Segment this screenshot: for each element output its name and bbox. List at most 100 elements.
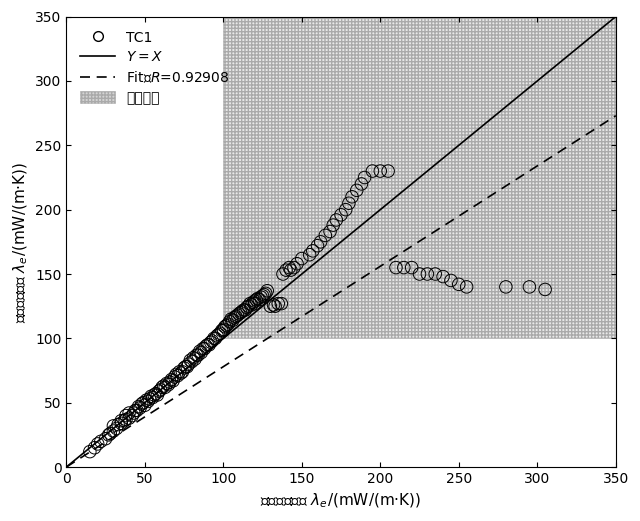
Point [108,427,118,435]
Point [174,368,184,376]
Point [250,297,260,305]
Point [131,406,141,415]
Point [96,437,106,445]
Point [344,199,354,207]
Point [276,300,287,308]
Point [149,391,159,399]
Point [281,266,291,275]
Point [438,272,448,281]
Point [201,342,211,350]
Point [242,303,252,312]
Point [185,356,195,364]
Point [205,338,216,346]
Point [168,377,178,385]
Point [177,368,188,376]
Point [138,399,148,407]
Point [415,270,425,278]
Point [285,266,296,275]
Point [243,302,253,311]
Point [209,334,219,342]
Point [308,246,318,255]
Point [143,398,153,406]
Point [347,193,357,201]
Point [259,290,269,299]
Point [180,363,191,371]
Point [237,307,247,316]
Point [176,369,186,377]
Point [193,351,204,359]
Point [430,270,440,278]
Point [231,312,241,320]
Point [108,421,118,430]
Point [375,167,385,175]
Point [223,320,233,328]
Point [214,330,224,339]
Point [292,259,302,268]
Point [121,415,131,424]
Point [202,341,212,349]
Point [140,401,150,410]
Point [297,254,307,263]
Point [248,298,258,306]
Point [119,417,129,425]
Point [127,412,138,420]
Point [225,317,235,326]
Point [251,295,261,304]
Point [383,167,393,175]
Point [246,301,257,309]
Point [391,264,401,272]
Point [184,360,194,368]
Point [328,221,339,229]
Point [146,392,156,401]
Point [367,167,378,175]
Point [422,270,433,278]
Point [163,380,173,389]
Point [461,283,472,291]
Point [524,283,534,291]
Point [113,420,124,429]
Bar [223,17,616,338]
Point [162,379,172,388]
Point [135,404,145,412]
Point [204,341,214,349]
Point [289,264,299,272]
Bar [223,17,616,338]
Point [199,344,209,353]
Point [332,216,342,224]
Point [229,314,239,322]
Point [166,376,177,384]
Point [336,210,346,219]
X-axis label: 热导率实验值 $\lambda_e$/(mW/(m·K)): 热导率实验值 $\lambda_e$/(mW/(m·K)) [260,491,422,510]
Point [93,440,103,448]
Point [132,406,142,415]
Point [218,327,228,335]
Point [446,276,456,284]
Point [191,351,202,359]
Point [216,327,227,335]
Point [190,355,200,363]
Point [104,431,114,439]
Point [105,429,115,438]
Point [211,334,221,342]
Point [257,292,268,300]
Point [228,316,238,325]
Point [157,383,167,391]
Point [240,306,250,314]
Point [268,301,278,309]
Point [182,363,192,371]
Point [159,382,169,390]
Point [325,227,335,235]
Point [239,306,249,314]
Point [124,414,134,423]
Point [232,311,243,319]
Point [150,390,161,398]
Point [152,391,163,399]
Point [500,283,511,291]
Point [221,321,232,330]
Point [245,300,255,308]
Point [156,386,166,394]
Point [273,300,284,308]
Point [340,205,351,214]
Point [188,354,198,362]
Point [148,393,158,402]
